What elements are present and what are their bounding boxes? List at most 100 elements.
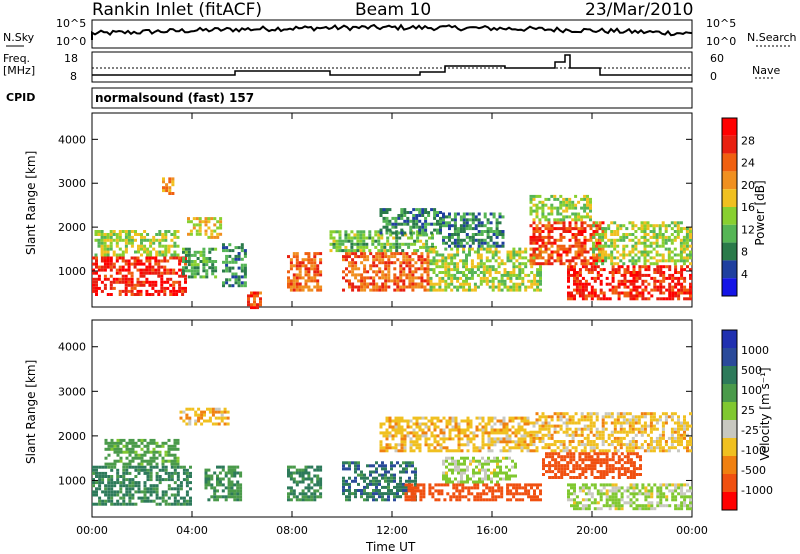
data-cell: [505, 477, 508, 481]
data-cell: [208, 407, 212, 411]
data-cell: [146, 441, 150, 445]
data-cell: [104, 441, 108, 445]
data-cell: [595, 244, 599, 248]
data-cell: [444, 273, 448, 277]
data-cell: [382, 449, 386, 453]
data-cell: [176, 230, 180, 233]
data-cell: [420, 261, 424, 265]
data-cell: [161, 465, 165, 469]
data-cell: [375, 258, 379, 262]
data-cell: [568, 224, 572, 228]
data-cell: [143, 459, 147, 463]
data-cell: [131, 481, 135, 485]
data-cell: [92, 280, 95, 284]
data-cell: [629, 473, 633, 476]
data-cell: [137, 490, 141, 494]
data-cell: [436, 219, 439, 223]
data-cell: [677, 276, 681, 280]
data-cell: [203, 413, 206, 417]
data-cell: [670, 436, 674, 440]
data-cell: [658, 253, 662, 257]
data-cell: [649, 412, 653, 416]
data-cell: [643, 224, 647, 228]
data-cell: [565, 206, 569, 210]
data-cell: [544, 215, 548, 219]
data-cell: [419, 489, 423, 493]
data-cell: [433, 437, 437, 441]
data-cell: [679, 250, 683, 254]
data-cell: [668, 273, 672, 277]
data-cell: [599, 297, 603, 301]
data-cell: [418, 214, 422, 217]
data-cell: [136, 283, 140, 287]
data-cell: [110, 447, 114, 451]
data-cell: [505, 465, 508, 469]
data-cell: [535, 227, 539, 231]
data-cell: [530, 279, 534, 283]
data-cell: [556, 244, 560, 248]
data-cell: [295, 468, 299, 472]
data-cell: [547, 233, 551, 236]
data-cell: [103, 256, 107, 260]
data-cell: [450, 233, 454, 236]
data-cell: [116, 481, 120, 485]
data-cell: [192, 223, 196, 227]
data-cell: [545, 464, 548, 468]
data-cell: [649, 443, 653, 447]
data-cell: [468, 268, 471, 272]
data-cell: [163, 286, 167, 290]
data-cell: [224, 471, 228, 475]
data-cell: [470, 271, 474, 274]
data-cell: [526, 446, 530, 450]
data-cell: [634, 247, 638, 251]
data-cell: [622, 443, 626, 447]
data-cell: [631, 247, 635, 251]
data-cell: [368, 249, 372, 253]
colorbar-cell: [722, 153, 737, 172]
data-cell: [332, 245, 336, 249]
data-cell: [95, 286, 98, 290]
data-cell: [551, 464, 555, 468]
data-cell: [397, 431, 401, 435]
data-cell: [643, 427, 647, 431]
data-cell: [298, 267, 302, 271]
data-cell: [463, 431, 467, 435]
data-cell: [289, 285, 293, 289]
data-cell: [613, 247, 617, 251]
data-cell: [619, 443, 623, 447]
data-cell: [146, 250, 150, 254]
data-cell: [131, 478, 135, 482]
data-cell: [356, 245, 360, 249]
y-tick-label: 1000: [58, 265, 86, 278]
data-cell: [442, 215, 445, 219]
data-cell: [388, 434, 392, 438]
data-cell: [348, 498, 351, 502]
data-cell: [405, 489, 408, 492]
data-cell: [634, 235, 638, 239]
data-cell: [577, 212, 581, 216]
data-cell: [167, 447, 171, 451]
data-cell: [479, 253, 483, 257]
data-cell: [453, 262, 457, 266]
data-region: [182, 247, 218, 279]
data-cell: [247, 300, 250, 304]
data-cell: [462, 259, 466, 263]
data-cell: [607, 449, 611, 453]
data-cell: [580, 227, 584, 231]
data-cell: [592, 449, 596, 453]
data-cell: [167, 471, 171, 475]
data-cell: [390, 479, 393, 483]
data-cell: [104, 502, 108, 506]
data-cell: [230, 486, 234, 490]
data-cell: [587, 268, 591, 272]
data-cell: [673, 430, 677, 434]
data-cell: [100, 250, 104, 254]
data-cell: [637, 421, 641, 425]
data-cell: [568, 440, 572, 443]
data-cell: [292, 252, 296, 256]
data-cell: [471, 212, 475, 216]
data-cell: [499, 437, 503, 441]
data-cell: [553, 449, 557, 453]
data-cell: [399, 267, 403, 271]
data-cell: [115, 259, 119, 263]
